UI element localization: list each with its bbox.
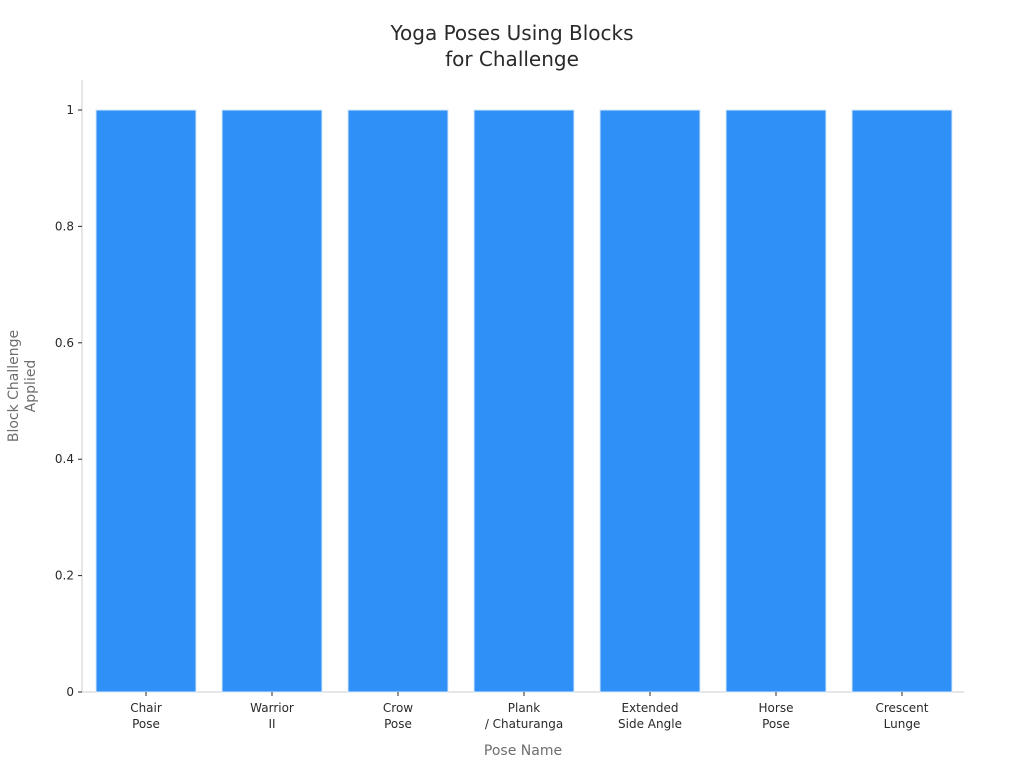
- bars-group: [95, 109, 953, 693]
- x-axis-ticks: Chair Pose Warrior II Crow Pose Plank / Chatura…: [130, 692, 929, 731]
- x-tick-label: / Chaturanga: [485, 717, 563, 731]
- x-tick-label: Side Angle: [618, 717, 682, 731]
- bar: [599, 109, 701, 693]
- x-tick-label: Lunge: [884, 717, 921, 731]
- bar: [725, 109, 827, 693]
- bar: [95, 109, 197, 693]
- x-tick-label: Pose: [132, 717, 160, 731]
- x-tick-label: Plank: [508, 701, 541, 715]
- x-tick-label: Warrior: [250, 701, 294, 715]
- chart-title-line-1: Yoga Poses Using Blocks: [389, 21, 633, 45]
- bar: [473, 109, 575, 693]
- x-tick-label: Crow: [383, 701, 413, 715]
- y-tick-label: 0.8: [55, 219, 74, 233]
- y-tick-label: 1: [66, 103, 74, 117]
- x-tick-label: Chair: [130, 701, 162, 715]
- bar: [347, 109, 449, 693]
- y-tick-label: 0.2: [55, 569, 74, 583]
- bar: [851, 109, 953, 693]
- y-tick-label: 0.4: [55, 452, 74, 466]
- bar: [221, 109, 323, 693]
- y-tick-label: 0.6: [55, 336, 74, 350]
- y-axis-label-group: Block Challenge Applied: [6, 330, 39, 442]
- x-tick-label: Crescent: [876, 701, 929, 715]
- chart-title-line-2: for Challenge: [445, 47, 579, 71]
- x-tick-label: II: [268, 717, 275, 731]
- x-tick-label: Horse: [759, 701, 794, 715]
- x-tick-label: Pose: [384, 717, 412, 731]
- y-axis-label-line-1: Block Challenge: [6, 330, 22, 442]
- y-axis-label-line-2: Applied: [23, 360, 39, 413]
- x-tick-label: Pose: [762, 717, 790, 731]
- y-tick-label: 0: [66, 685, 74, 699]
- x-tick-label: Extended: [622, 701, 679, 715]
- x-axis-label: Pose Name: [484, 743, 562, 759]
- y-axis-ticks: 0 0.2 0.4 0.6 0.8 1: [55, 103, 82, 699]
